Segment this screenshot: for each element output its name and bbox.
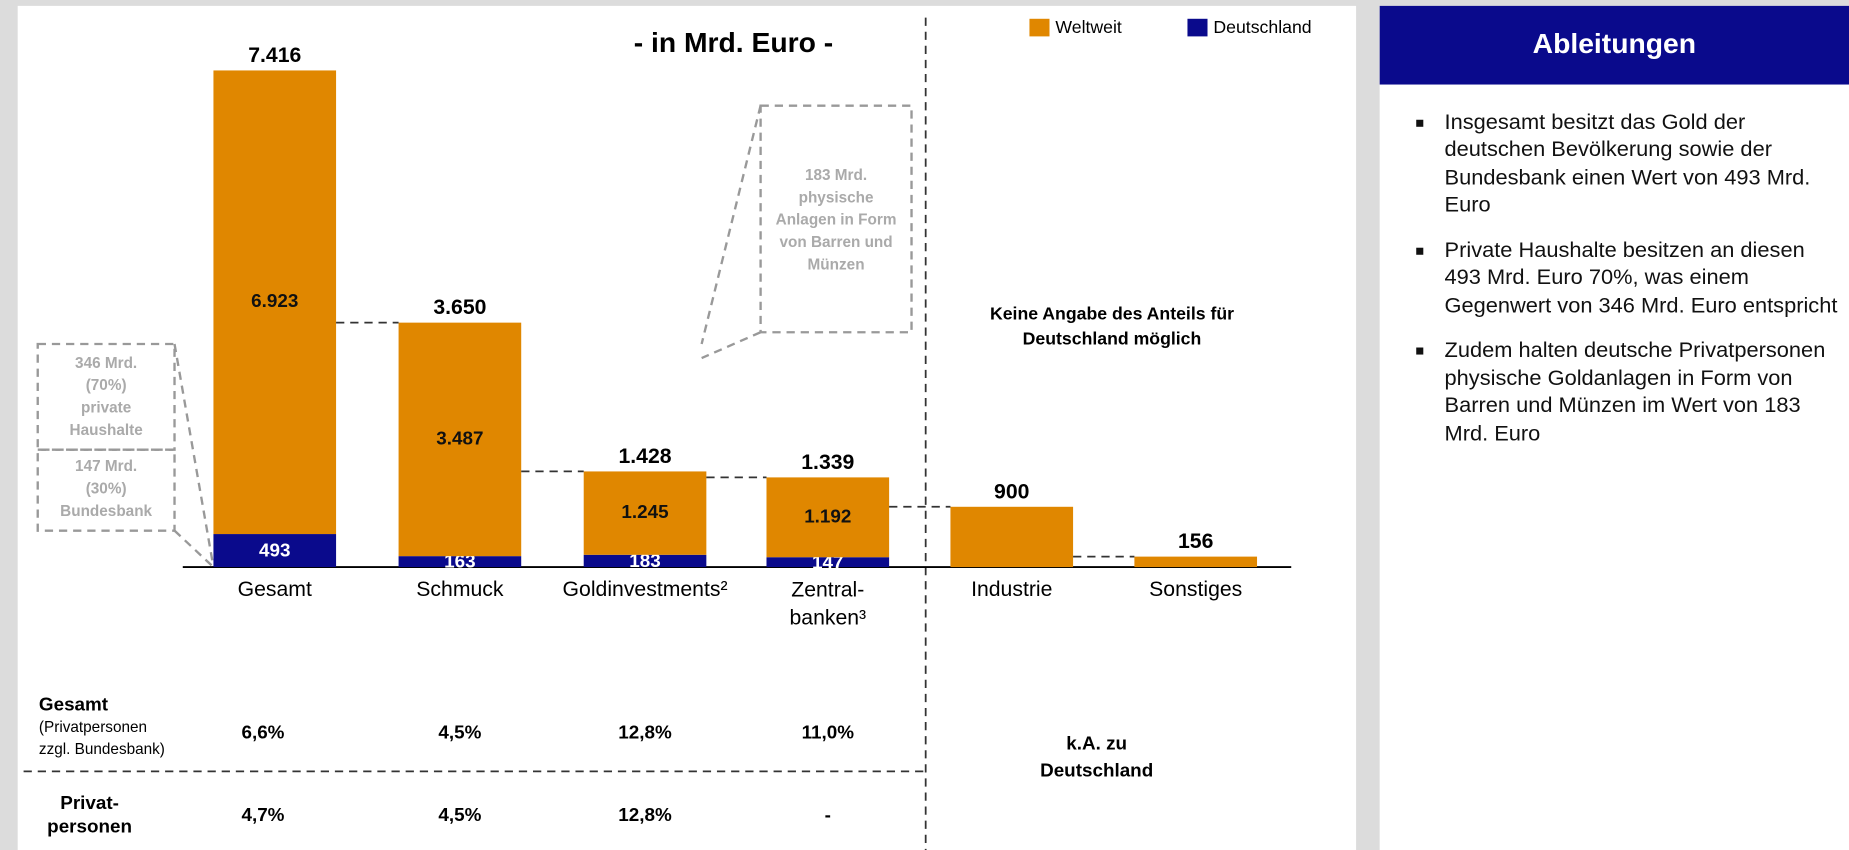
row-label: Privat-personen [47, 792, 132, 836]
bar-segment [950, 506, 1074, 568]
total-label: 7.416 [248, 44, 301, 67]
total-label: 156 [1178, 530, 1213, 553]
bar-segment [583, 554, 707, 568]
segment-label: 183 [629, 550, 660, 571]
side-header [1379, 5, 1849, 85]
bullet-list: Insgesamt besitzt das Gold der deutschen… [1397, 108, 1839, 601]
callout-box [36, 342, 176, 451]
table-cell: - [825, 804, 831, 825]
category-label: Schmuck [416, 578, 504, 601]
bar-segment [583, 471, 707, 555]
row-label: Gesamt [39, 694, 109, 715]
side-panel [1379, 5, 1849, 850]
bar-segment [213, 534, 337, 568]
annotation: 183 Mrd. physische Anlagen in Form von Barr… [776, 167, 897, 273]
category-label: Industrie [971, 578, 1052, 601]
callout-leader [173, 343, 215, 568]
category-label: Goldinvestments² [563, 578, 728, 601]
bullet: Insgesamt besitzt das Gold der deutschen… [1437, 108, 1839, 218]
table-cell: 4,5% [438, 722, 481, 743]
bar-segment [398, 322, 522, 557]
bar-segment [213, 70, 337, 535]
legend-swatch [1029, 18, 1050, 37]
total-label: 1.339 [801, 451, 854, 474]
callout-leader [700, 105, 762, 360]
legend-label: Deutschland [1213, 17, 1311, 37]
segment-label: 1.245 [621, 501, 668, 522]
table-cell: 4,5% [438, 804, 481, 825]
callout-box [759, 104, 913, 334]
bar-segment [766, 557, 890, 568]
total-label: 3.650 [433, 296, 486, 319]
total-label: 900 [994, 480, 1029, 503]
side-title: Ableitungen [1533, 27, 1696, 59]
legend-swatch [1187, 18, 1208, 37]
annotation: 346 Mrd. (70%) private Haushalte [70, 355, 143, 439]
category-label: Sonstiges [1149, 578, 1242, 601]
total-label: 1.428 [618, 445, 671, 468]
table-cell: 6,6% [241, 722, 284, 743]
table-na: k.A. zu Deutschland [1040, 732, 1153, 780]
row-note: (Privatpersonen zzgl. Bundesbank) [39, 719, 165, 758]
subtitle: - in Mrd. Euro - [634, 26, 834, 58]
callout-box [36, 448, 176, 532]
bullet: Zudem halten deutsche Privatpersonen phy… [1437, 336, 1839, 446]
bullet: Private Haushalte besitzen an diesen 493… [1437, 236, 1839, 319]
table-cell: 12,8% [618, 804, 672, 825]
bar-segment [1134, 556, 1258, 568]
annotation: Keine Angabe des Anteils für Deutschland … [990, 303, 1234, 348]
bar-segment [398, 556, 522, 568]
legend-label: Weltweit [1055, 17, 1122, 37]
category-label: Zentral-banken³ [789, 578, 866, 629]
category-label: Gesamt [238, 578, 312, 601]
table-cell: 11,0% [802, 722, 855, 743]
segment-label: 3.487 [436, 427, 483, 448]
segment-label: 493 [259, 540, 290, 561]
table-cell: 4,7% [241, 804, 284, 825]
segment-label: 6.923 [251, 290, 298, 311]
table-cell: 12,8% [618, 722, 672, 743]
bar-segment [766, 477, 890, 558]
segment-label: 1.192 [804, 505, 851, 526]
annotation: 147 Mrd. (30%) Bundesbank [60, 458, 152, 520]
bullets: Insgesamt besitzt das Gold der deutschen… [1397, 108, 1839, 447]
